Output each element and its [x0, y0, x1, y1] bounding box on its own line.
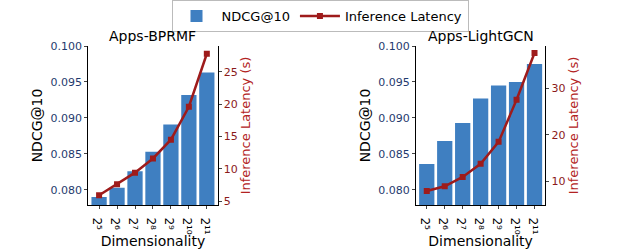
svg-text:Inference Latency (s): Inference Latency (s) — [566, 57, 581, 195]
svg-text:0.090: 0.090 — [51, 112, 83, 125]
svg-text:2⁷: 2⁷ — [454, 217, 468, 230]
svg-text:0.080: 0.080 — [51, 184, 83, 197]
svg-text:0.100: 0.100 — [378, 40, 410, 53]
svg-text:Dimensionality: Dimensionality — [101, 233, 206, 249]
svg-text:2¹¹: 2¹¹ — [198, 217, 212, 234]
svg-text:0.090: 0.090 — [378, 112, 410, 125]
svg-text:2¹⁰: 2¹⁰ — [508, 217, 522, 234]
svg-text:0.085: 0.085 — [378, 148, 410, 161]
svg-text:20: 20 — [551, 129, 565, 142]
svg-text:10: 10 — [551, 175, 565, 188]
svg-text:2⁷: 2⁷ — [126, 217, 140, 230]
svg-text:0.085: 0.085 — [51, 148, 83, 161]
svg-text:2⁵: 2⁵ — [90, 217, 104, 230]
svg-text:20: 20 — [224, 98, 238, 111]
svg-text:Apps-BPRMF: Apps-BPRMF — [109, 28, 196, 44]
svg-text:Inference Latency (s): Inference Latency (s) — [238, 57, 253, 195]
svg-text:2⁵: 2⁵ — [418, 217, 432, 230]
svg-text:2⁸: 2⁸ — [144, 217, 158, 230]
svg-text:30: 30 — [551, 82, 565, 95]
svg-text:2¹⁰: 2¹⁰ — [180, 217, 194, 234]
svg-text:0.100: 0.100 — [51, 40, 83, 53]
svg-text:0.095: 0.095 — [51, 76, 83, 89]
svg-text:2⁹: 2⁹ — [490, 217, 504, 230]
svg-text:25: 25 — [224, 66, 238, 79]
svg-text:Apps-LightGCN: Apps-LightGCN — [428, 28, 534, 44]
svg-text:NDCG@10: NDCG@10 — [357, 89, 373, 163]
svg-text:0.080: 0.080 — [378, 184, 410, 197]
svg-text:Dimensionality: Dimensionality — [428, 233, 533, 249]
svg-text:2⁶: 2⁶ — [108, 217, 122, 230]
svg-text:15: 15 — [224, 130, 238, 143]
svg-text:2¹¹: 2¹¹ — [526, 217, 540, 234]
svg-text:NDCG@10: NDCG@10 — [29, 89, 45, 163]
svg-text:2⁶: 2⁶ — [436, 217, 450, 230]
svg-text:2⁸: 2⁸ — [472, 217, 486, 230]
svg-text:5: 5 — [224, 195, 231, 208]
svg-text:0.095: 0.095 — [378, 76, 410, 89]
svg-text:Inference Latency: Inference Latency — [345, 9, 462, 24]
svg-text:10: 10 — [224, 163, 238, 176]
svg-text:2⁹: 2⁹ — [162, 217, 176, 230]
svg-text:NDCG@10: NDCG@10 — [222, 9, 290, 24]
